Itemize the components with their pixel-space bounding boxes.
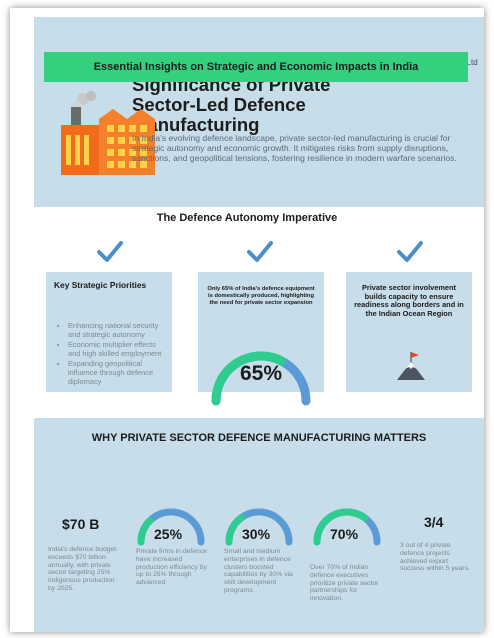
stat-value: 3/4 (424, 514, 444, 530)
stat-description: Over 70% of Indian defence executives pr… (310, 564, 379, 603)
insights-banner: Essential Insights on Strategic and Econ… (44, 52, 468, 82)
stat-description: Small and medium enterprises in defence … (224, 548, 293, 594)
checkmark-icon (247, 241, 273, 262)
why-section: WHY PRIVATE SECTOR DEFENCE MANUFACTURING… (34, 418, 484, 632)
gauge-fill (225, 514, 245, 546)
domestic-production-card: Only 65% of India's defence equipment is… (198, 272, 324, 406)
readiness-note: Private sector involvement builds capaci… (354, 283, 464, 318)
gauge-fill (137, 517, 154, 546)
mountain-flag-icon (397, 352, 425, 380)
gauge-fill (211, 351, 286, 406)
stat-value: 30% (242, 526, 271, 542)
list-item: Enhancing national security and strategi… (68, 321, 168, 339)
autonomy-title: The Defence Autonomy Imperative (156, 212, 338, 224)
priorities-list: Enhancing national security and strategi… (60, 321, 168, 388)
stat-description: 3 out of 4 private defence projects achi… (400, 542, 470, 573)
factory-icon (61, 91, 155, 175)
header-panel: Defence India Ltd Strategic and Economic… (34, 17, 484, 207)
stat-description: Private firms in defence have increased … (136, 548, 208, 587)
stat-gauge (225, 508, 293, 546)
stat-value: $70 B (62, 516, 100, 532)
priorities-card: Key Strategic Priorities Enhancing natio… (46, 272, 172, 392)
stat-value: 25% (154, 526, 183, 542)
readiness-card: Private sector involvement builds capaci… (346, 272, 472, 392)
checkmark-icon (397, 241, 423, 262)
stat-description: India's defence budget exceeds $70 billi… (48, 546, 117, 592)
domestic-note: Only 65% of India's defence equipment is… (207, 286, 315, 306)
domestic-gauge (211, 351, 311, 406)
list-item: Economic multiplier effects and high ski… (68, 340, 168, 358)
priorities-heading: Key Strategic Priorities (54, 280, 147, 290)
domestic-percent: 65% (239, 362, 283, 385)
stat-value: 70% (330, 526, 359, 542)
infographic-page: Defence India Ltd Strategic and Economic… (10, 8, 484, 632)
intro-text: In India's evolving defence landscape, p… (132, 133, 457, 163)
gauge-fill (313, 508, 369, 546)
stat-gauge (313, 508, 381, 546)
checkmark-icon (97, 241, 123, 262)
why-title: WHY PRIVATE SECTOR DEFENCE MANUFACTURING… (91, 432, 427, 444)
list-item: Expanding geopolitical influence through… (68, 360, 168, 386)
stat-gauge (137, 508, 205, 546)
